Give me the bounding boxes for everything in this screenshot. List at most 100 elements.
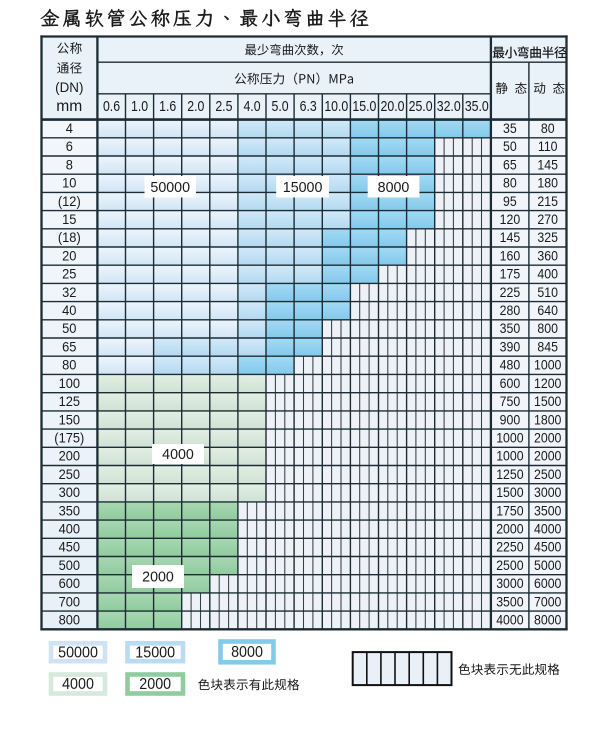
svg-text:65: 65 [62,339,76,354]
svg-text:6000: 6000 [534,576,561,592]
svg-text:3000: 3000 [534,485,561,501]
svg-text:15000: 15000 [135,645,175,662]
svg-text:800: 800 [59,612,80,627]
svg-text:15000: 15000 [283,180,323,196]
svg-text:50000: 50000 [58,645,98,662]
svg-text:2000: 2000 [142,570,174,586]
svg-text:10.0: 10.0 [324,98,348,114]
svg-text:2500: 2500 [534,466,561,482]
svg-text:510: 510 [537,284,558,300]
svg-text:6.3: 6.3 [300,98,317,114]
svg-text:4000: 4000 [162,447,194,463]
svg-text:900: 900 [500,412,521,428]
svg-text:2250: 2250 [496,539,523,555]
svg-text:8: 8 [66,157,73,172]
svg-text:250: 250 [59,467,80,482]
svg-text:360: 360 [537,248,558,264]
svg-text:845: 845 [537,339,558,355]
svg-text:3500: 3500 [534,503,561,519]
svg-text:100: 100 [59,376,80,391]
svg-text:50: 50 [62,321,76,336]
svg-text:20.0: 20.0 [381,98,405,114]
svg-text:65: 65 [503,157,517,173]
svg-text:150: 150 [59,412,80,427]
svg-text:15.0: 15.0 [352,98,376,114]
svg-text:215: 215 [537,193,558,209]
svg-text:50000: 50000 [150,180,190,196]
svg-text:4.0: 4.0 [243,98,260,114]
svg-text:8000: 8000 [534,612,561,628]
svg-text:4500: 4500 [534,539,561,555]
svg-text:2500: 2500 [496,557,523,573]
svg-text:4: 4 [66,121,73,136]
svg-text:(DN): (DN) [55,80,83,95]
svg-text:15: 15 [62,212,76,227]
svg-text:1000: 1000 [496,430,523,446]
svg-text:225: 225 [500,284,521,300]
svg-text:7000: 7000 [534,594,561,610]
svg-text:145: 145 [500,230,521,246]
svg-text:1250: 1250 [496,466,523,482]
svg-text:2000: 2000 [496,521,523,537]
svg-text:4000: 4000 [62,677,94,694]
svg-text:80: 80 [62,357,76,372]
svg-text:325: 325 [537,230,558,246]
svg-text:6: 6 [66,139,73,154]
svg-text:8000: 8000 [378,180,410,196]
svg-text:180: 180 [537,175,558,191]
svg-text:1.6: 1.6 [159,98,176,114]
svg-text:1800: 1800 [534,412,561,428]
svg-text:25: 25 [62,266,76,281]
svg-text:750: 750 [500,394,521,410]
svg-text:(175): (175) [54,430,84,445]
svg-text:5000: 5000 [534,557,561,573]
svg-text:40: 40 [62,303,76,318]
svg-text:(18): (18) [58,230,81,245]
svg-text:1000: 1000 [534,357,561,373]
svg-text:1500: 1500 [496,485,523,501]
svg-text:35.0: 35.0 [465,98,489,114]
svg-text:350: 350 [59,503,80,518]
svg-text:2.5: 2.5 [215,98,232,114]
svg-text:480: 480 [500,357,521,373]
svg-text:160: 160 [500,248,521,264]
svg-text:600: 600 [500,375,521,391]
svg-text:mm: mm [56,98,82,115]
svg-text:2000: 2000 [534,448,561,464]
svg-text:80: 80 [503,175,517,191]
svg-text:110: 110 [538,139,558,155]
svg-text:50: 50 [503,139,517,155]
svg-text:5.0: 5.0 [272,98,289,114]
svg-text:2000: 2000 [139,677,171,694]
svg-text:4000: 4000 [496,612,523,628]
svg-text:600: 600 [59,576,80,591]
svg-text:(12): (12) [58,194,81,209]
svg-text:800: 800 [537,321,558,337]
svg-text:700: 700 [59,594,80,609]
svg-text:1750: 1750 [496,503,523,519]
svg-text:120: 120 [500,212,521,228]
svg-text:3500: 3500 [496,594,523,610]
svg-text:200: 200 [59,448,80,463]
svg-text:175: 175 [500,266,521,282]
svg-text:145: 145 [537,157,558,173]
svg-text:32.0: 32.0 [437,98,461,114]
svg-text:3000: 3000 [496,576,523,592]
svg-text:300: 300 [59,485,80,500]
svg-text:270: 270 [537,212,558,228]
svg-text:350: 350 [500,321,521,337]
svg-text:8000: 8000 [231,645,263,662]
svg-text:4000: 4000 [534,521,561,537]
svg-text:390: 390 [500,339,521,355]
svg-text:20: 20 [62,248,76,263]
svg-text:280: 280 [500,303,521,319]
svg-text:400: 400 [537,266,558,282]
svg-text:0.6: 0.6 [103,98,120,114]
svg-text:1.0: 1.0 [131,98,148,114]
svg-text:95: 95 [503,193,517,209]
svg-text:1200: 1200 [534,375,561,391]
svg-text:125: 125 [59,394,80,409]
svg-text:500: 500 [59,558,80,573]
svg-text:10: 10 [62,175,76,190]
svg-text:25.0: 25.0 [409,98,433,114]
